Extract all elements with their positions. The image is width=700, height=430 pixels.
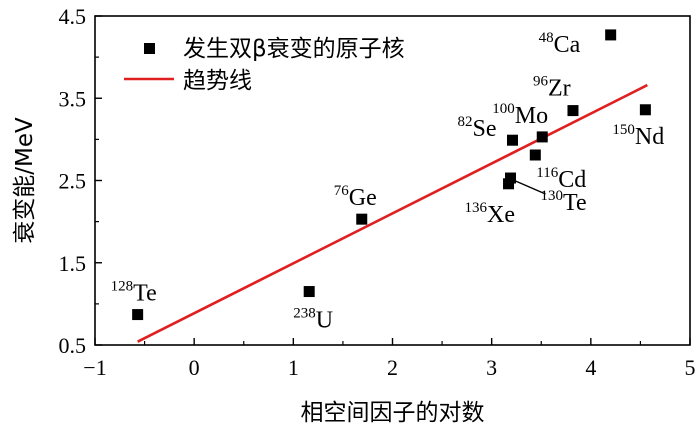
x-tick-label: 4 <box>585 355 596 380</box>
y-tick-label: 1.5 <box>59 251 87 276</box>
x-tick-label: 1 <box>288 355 299 380</box>
x-tick-label: 2 <box>387 355 398 380</box>
point-label-116cd: 116Cd <box>536 165 586 193</box>
point-label-82se: 82Se <box>457 114 496 142</box>
data-point-76ge <box>356 213 368 225</box>
point-label-128te: 128Te <box>111 279 157 307</box>
data-point-130te <box>505 172 517 184</box>
x-tick-label: 5 <box>685 355 696 380</box>
y-tick-label: 4.5 <box>59 4 87 29</box>
y-tick-label: 2.5 <box>59 169 87 194</box>
point-label-238u: 238U <box>293 306 333 334</box>
x-tick-label: 0 <box>189 355 200 380</box>
y-tick-label: 0.5 <box>59 333 87 358</box>
point-label-76ge: 76Ge <box>334 183 377 211</box>
plot-border <box>94 15 691 346</box>
data-point-150nd <box>639 104 651 116</box>
point-label-48ca: 48Ca <box>539 30 581 58</box>
point-label-130te: 130Te <box>541 188 587 216</box>
data-point-96zr <box>567 105 579 117</box>
y-tick-label: 3.5 <box>59 86 87 111</box>
plot-frame <box>94 15 691 346</box>
data-point-82se <box>506 134 518 146</box>
data-point-128te <box>132 309 144 321</box>
x-axis-title: 相空间因子的对数 <box>301 400 485 426</box>
data-point-48ca <box>605 29 617 41</box>
point-label-150nd: 150Nd <box>612 122 664 150</box>
data-point-136xe <box>503 178 515 190</box>
point-label-100mo: 100Mo <box>492 101 548 129</box>
x-tick-label: 3 <box>486 355 497 380</box>
legend-marker-square <box>144 43 155 54</box>
trend-line <box>137 83 648 343</box>
x-tick-label: −1 <box>83 355 106 380</box>
data-points <box>132 29 651 321</box>
data-point-100mo <box>536 131 548 143</box>
data-point-116cd <box>529 149 541 161</box>
leader-line-130te <box>515 180 546 195</box>
legend-entry-trend: 趋势线 <box>183 68 252 94</box>
y-axis-title: 衰变能/MeV <box>12 117 38 244</box>
point-label-136xe: 136Xe <box>465 200 515 228</box>
y-axis: 0.5 1.5 2.5 3.5 4.5 <box>59 4 102 358</box>
x-axis: −1 0 1 2 3 4 5 <box>83 338 696 380</box>
legend: 发生双β衰变的原子核 趋势线 <box>124 36 405 94</box>
data-point-238u <box>303 286 315 298</box>
point-label-96zr: 96Zr <box>533 74 571 102</box>
point-labels: 128Te 238U 76Ge 136Xe 130Te 82Se 116Cd 100Mo96Z… <box>111 30 665 334</box>
legend-entry-nuclei: 发生双β衰变的原子核 <box>183 36 405 62</box>
